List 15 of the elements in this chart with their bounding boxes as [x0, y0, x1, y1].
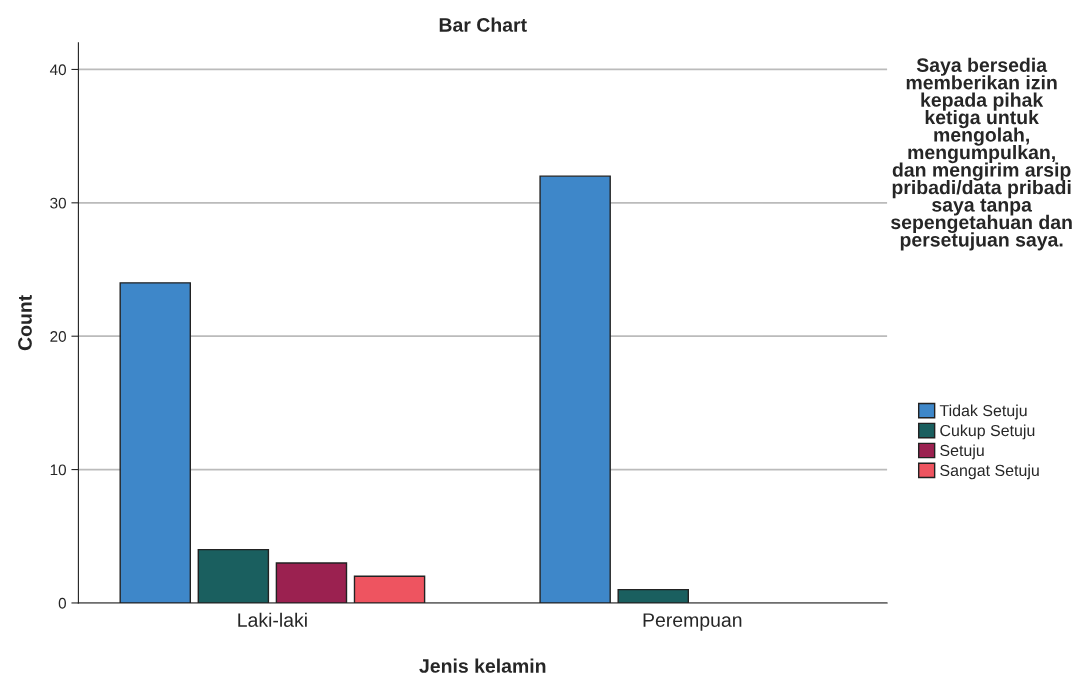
legend-label: Sangat Setuju: [940, 464, 1039, 480]
x-tick-label: Laki-laki: [238, 612, 307, 627]
y-tick-label: 10: [50, 464, 66, 476]
x-axis-title: Jenis kelamin: [419, 658, 546, 673]
y-tick-label: 20: [50, 331, 66, 342]
y-tick-label: 0: [58, 597, 66, 609]
y-tick-label: 30: [50, 197, 66, 209]
y-axis-title: Count: [18, 295, 32, 351]
text: Saya bersedia memberikan izin kepada pihak ketiga untuk mengolah, mengumpulkan, dan mengirim arsip pribadi/data pribadi saya tanpa sepengetahuan dan persetujuan saya.: [891, 57, 1072, 251]
chart-title: Bar Chart: [439, 17, 527, 32]
legend-label: Setuju: [940, 444, 984, 460]
y-tick-label: 40: [49, 64, 66, 76]
legend-label: Tidak Setuju: [939, 404, 1027, 420]
legend-label: Cukup Setuju: [940, 424, 1035, 440]
x-tick-label: Perempuan: [643, 613, 742, 631]
